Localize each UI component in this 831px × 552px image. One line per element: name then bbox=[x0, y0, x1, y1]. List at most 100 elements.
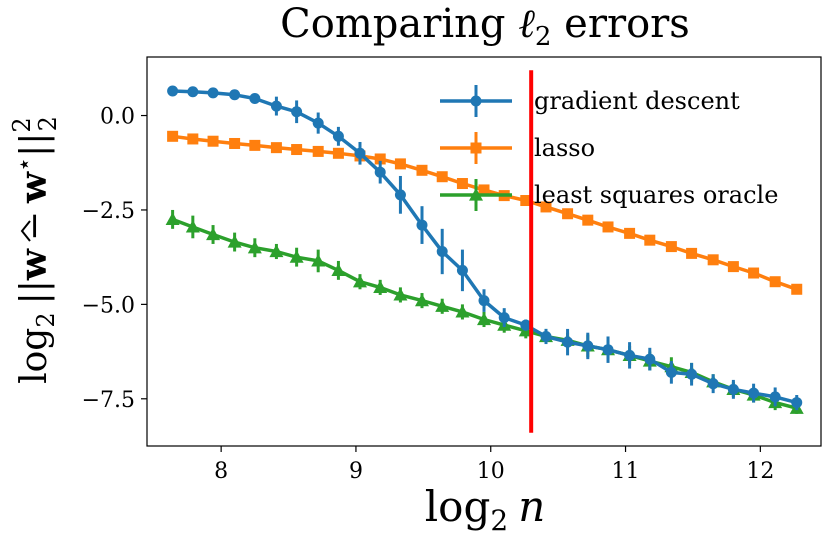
data-point bbox=[289, 250, 304, 263]
data-point bbox=[229, 137, 241, 149]
data-point bbox=[707, 378, 719, 390]
y-tick-label: −2.5 bbox=[82, 199, 135, 224]
ylabel-what: w bbox=[13, 248, 55, 281]
y-tick-label: 0.0 bbox=[100, 105, 135, 130]
data-point bbox=[769, 391, 781, 403]
data-point bbox=[270, 100, 282, 112]
data-point bbox=[187, 133, 199, 145]
x-axis-label: log2 n bbox=[425, 482, 546, 537]
x-tick-label: 10 bbox=[477, 459, 505, 484]
data-point bbox=[352, 274, 367, 288]
legend-item: lasso bbox=[440, 132, 595, 164]
ylabel-sup: 2 bbox=[8, 117, 36, 132]
data-point bbox=[311, 253, 326, 267]
legend-label: least squares oracle bbox=[534, 181, 778, 209]
chart-title: Comparing ℓ2 errors bbox=[280, 1, 690, 52]
data-point bbox=[270, 142, 282, 154]
data-point bbox=[227, 235, 242, 248]
xlabel-sub: 2 bbox=[490, 504, 508, 537]
data-point bbox=[207, 135, 219, 147]
xlabel-log: log bbox=[425, 482, 491, 531]
data-point bbox=[207, 87, 219, 99]
data-point bbox=[455, 304, 470, 318]
data-point bbox=[582, 340, 594, 352]
series-layer bbox=[165, 85, 804, 414]
data-point bbox=[456, 264, 468, 276]
data-point bbox=[748, 267, 760, 279]
data-point bbox=[624, 227, 636, 239]
data-point bbox=[644, 234, 656, 246]
ylabel-norm-close: || bbox=[14, 133, 55, 157]
data-point bbox=[791, 283, 803, 295]
ylabel-log: log bbox=[14, 328, 55, 384]
data-point bbox=[540, 330, 552, 342]
data-point bbox=[416, 219, 428, 231]
data-point bbox=[354, 147, 366, 159]
data-point bbox=[249, 139, 261, 151]
title-sub: 2 bbox=[535, 22, 552, 52]
data-point bbox=[269, 244, 284, 258]
y-axis-label: log2||w−w⋆||22 bbox=[8, 116, 62, 384]
data-point bbox=[562, 336, 574, 348]
legend-item: gradient descent bbox=[440, 85, 740, 117]
data-point bbox=[477, 312, 491, 326]
data-point bbox=[748, 387, 760, 399]
x-axis-ticks: 8 9 10 11 12 bbox=[214, 446, 774, 484]
ylabel-sub: 2 bbox=[32, 312, 60, 327]
y-tick-label: −7.5 bbox=[82, 388, 135, 413]
data-point bbox=[624, 349, 636, 361]
data-point bbox=[167, 85, 179, 97]
title-ell: ℓ bbox=[518, 1, 535, 47]
x-tick-label: 12 bbox=[746, 459, 774, 484]
data-point bbox=[247, 240, 262, 254]
data-point bbox=[436, 246, 448, 257]
data-point bbox=[644, 353, 656, 365]
data-point bbox=[769, 276, 781, 288]
x-tick-label: 11 bbox=[612, 459, 640, 484]
ylabel-minus: − bbox=[14, 211, 55, 241]
data-point bbox=[686, 368, 698, 380]
data-point bbox=[707, 254, 719, 266]
data-point bbox=[373, 280, 388, 293]
legend: gradient descent lasso least squares oracl… bbox=[440, 85, 778, 211]
legend-item: least squares oracle bbox=[440, 179, 778, 211]
data-point bbox=[291, 106, 303, 118]
data-point bbox=[478, 184, 490, 196]
title-main: Comparing bbox=[280, 1, 518, 47]
data-point bbox=[665, 366, 677, 378]
legend-label: lasso bbox=[534, 134, 595, 162]
data-point bbox=[374, 166, 386, 178]
data-point bbox=[498, 312, 510, 324]
data-point bbox=[416, 164, 428, 176]
data-point bbox=[332, 147, 344, 159]
series-line bbox=[172, 89, 798, 405]
y-axis-ticks: 0.0 −2.5 −5.0 −7.5 bbox=[82, 105, 147, 413]
data-point bbox=[727, 261, 739, 273]
data-point bbox=[394, 158, 406, 170]
data-point bbox=[602, 221, 614, 233]
y-tick-label: −5.0 bbox=[82, 293, 135, 318]
legend-marker bbox=[470, 95, 482, 107]
data-point bbox=[665, 241, 677, 253]
xlabel-n: n bbox=[518, 482, 545, 531]
data-point bbox=[394, 189, 406, 201]
data-point bbox=[249, 93, 261, 105]
data-point bbox=[312, 145, 324, 157]
ylabel-sub2: 2 bbox=[34, 116, 62, 131]
data-point bbox=[185, 219, 200, 233]
data-point bbox=[727, 383, 739, 395]
data-point bbox=[331, 263, 346, 276]
data-point bbox=[478, 295, 490, 307]
series-lasso bbox=[167, 130, 803, 295]
x-tick-label: 8 bbox=[214, 459, 228, 484]
data-point bbox=[686, 247, 698, 259]
data-point bbox=[435, 299, 450, 312]
title-rest: errors bbox=[551, 1, 689, 47]
ylabel-w: w bbox=[13, 171, 55, 204]
data-point bbox=[520, 195, 532, 207]
data-point bbox=[414, 293, 429, 307]
legend-label: gradient descent bbox=[534, 87, 740, 115]
data-point bbox=[436, 171, 448, 183]
data-point bbox=[791, 397, 803, 409]
